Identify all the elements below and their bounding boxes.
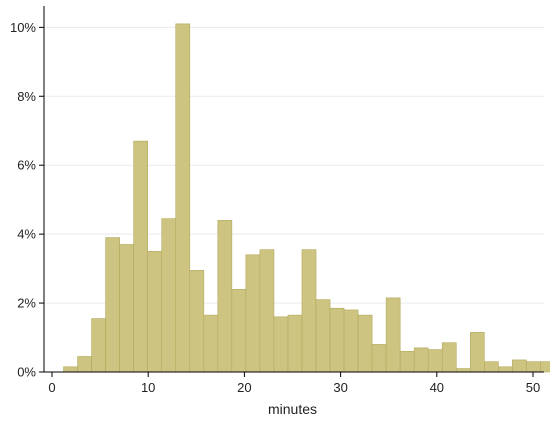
histogram-bar-27 [441, 342, 457, 373]
histogram-bar-5 [133, 140, 148, 373]
y-tick-label-5: 10% [10, 20, 36, 35]
histogram-bar-15 [273, 316, 289, 373]
histogram-bar-23 [385, 297, 401, 373]
histogram-bar-9 [189, 270, 205, 373]
histogram-bar-22 [371, 344, 387, 373]
axes [43, 6, 544, 373]
histogram-bar-11 [217, 220, 233, 373]
histogram-bar-10 [203, 314, 219, 373]
histogram-bar-12 [231, 288, 247, 373]
histogram-bar-28 [455, 368, 471, 373]
y-tick-label-4: 8% [17, 89, 36, 104]
histogram-bar-21 [357, 314, 373, 373]
histogram-bar-7 [161, 218, 177, 373]
histogram-bar-14 [259, 249, 275, 373]
histogram-bar-17 [301, 249, 317, 373]
x-tick-label-3: 30 [333, 380, 347, 395]
histogram-bar-19 [329, 307, 345, 373]
x-tick-label-1: 10 [141, 380, 155, 395]
histogram-bar-0 [63, 366, 78, 373]
y-tick-label-0: 0% [17, 365, 36, 380]
y-tick-label-2: 4% [17, 227, 36, 242]
grid-lines [44, 26, 544, 304]
y-tick-label-3: 6% [17, 158, 36, 173]
histogram-bar-31 [498, 366, 513, 373]
tick-marks: 0% 2% 4% 6% 8% 10% 0 10 20 30 40 50 [10, 20, 540, 395]
histogram-bar-2 [91, 318, 106, 373]
histogram-bar-3 [105, 237, 120, 373]
histogram-bar-8 [175, 23, 191, 373]
histogram-bar-33 [526, 361, 541, 373]
y-tick-label-1: 2% [17, 296, 36, 311]
histogram-bar-32 [512, 359, 527, 373]
histogram-bar-34 [540, 361, 550, 373]
x-tick-label-4: 40 [430, 380, 444, 395]
histogram-bar-16 [287, 314, 303, 373]
x-tick-label-2: 20 [237, 380, 251, 395]
histogram-bar-25 [413, 347, 429, 373]
histogram-bar-26 [427, 349, 443, 373]
histogram-bar-24 [399, 351, 415, 373]
histogram-bar-6 [147, 251, 163, 373]
histogram-bar-29 [469, 332, 485, 373]
histogram-bar-20 [343, 309, 359, 373]
x-axis-title: minutes [268, 401, 317, 417]
histogram-bar-13 [245, 254, 261, 373]
histogram-bar-1 [77, 356, 92, 373]
histogram-bar-4 [119, 244, 134, 373]
x-tick-label-5: 50 [526, 380, 540, 395]
histogram-bar-30 [484, 361, 499, 373]
histogram-bars [63, 23, 550, 373]
histogram-bar-18 [315, 299, 331, 373]
x-tick-label-0: 0 [48, 380, 55, 395]
